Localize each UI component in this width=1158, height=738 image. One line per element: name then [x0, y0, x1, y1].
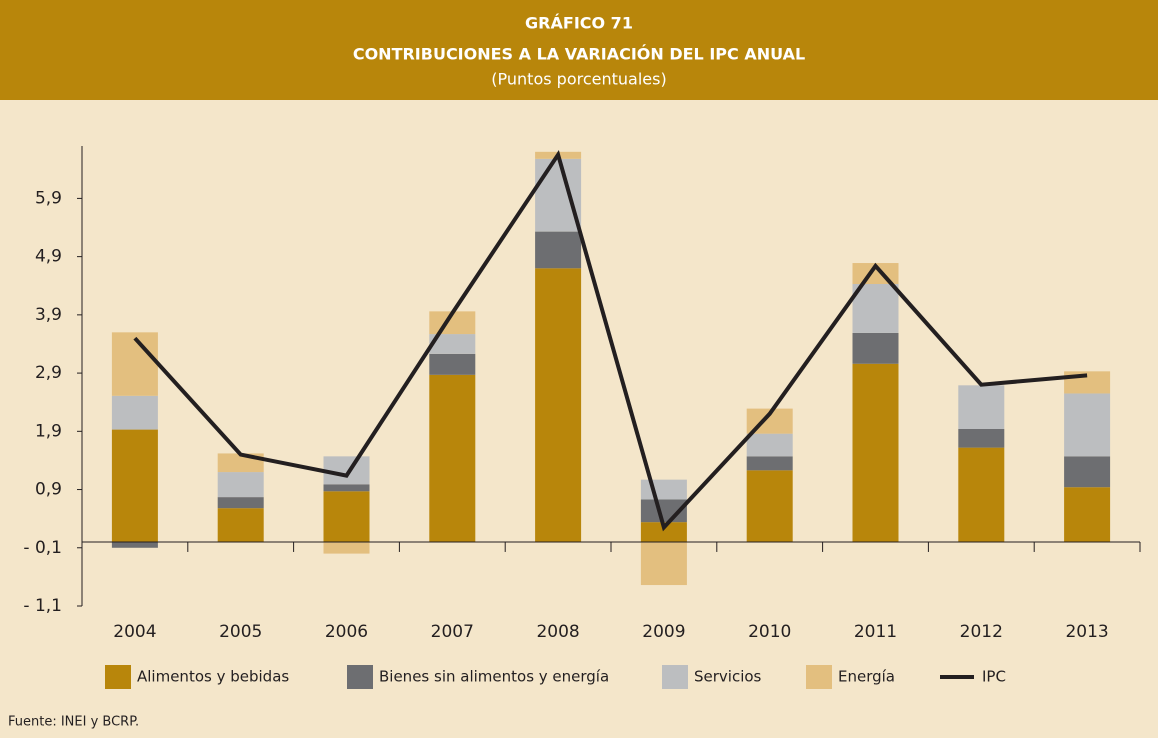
y-tick-label: 2,9 [35, 363, 62, 383]
bar-segment [640, 541, 687, 586]
bar-segment [1064, 456, 1111, 488]
x-tick-label: 2009 [642, 622, 685, 642]
x-tick-label: 2013 [1065, 622, 1108, 642]
bar-segment [746, 470, 793, 542]
bar-segment [746, 433, 793, 457]
bar-segment [111, 429, 158, 542]
bar-segment [429, 334, 476, 354]
bar-segment [323, 456, 370, 485]
source-note: Fuente: INEI y BCRP. [8, 715, 139, 730]
bar-segment [746, 456, 793, 471]
y-tick-label: 5,9 [35, 188, 62, 208]
bar-segment [535, 231, 582, 269]
bar-segment [1064, 393, 1111, 457]
bar-segment [323, 541, 370, 554]
bar-segment [111, 541, 158, 548]
legend-swatch [347, 665, 373, 689]
header-band [0, 0, 1158, 100]
bar-segment [852, 284, 899, 333]
chart-subtitle: CONTRIBUCIONES A LA VARIACIÓN DEL IPC AN… [353, 45, 805, 64]
x-tick-label: 2007 [431, 622, 474, 642]
bar-segment [1064, 371, 1111, 394]
bar-segment [323, 484, 370, 492]
bar-segment [535, 158, 582, 232]
x-tick-label: 2005 [219, 622, 262, 642]
legend-label: Alimentos y bebidas [137, 668, 289, 686]
bar-segment [535, 268, 582, 542]
bar-segment [217, 472, 264, 498]
bar-segment [217, 497, 264, 509]
legend-label: IPC [982, 668, 1006, 686]
bar-segment [852, 363, 899, 542]
chart-title: GRÁFICO 71 [525, 14, 633, 33]
bar-segment [111, 332, 158, 396]
y-tick-label: 1,9 [35, 421, 62, 441]
bar-segment [217, 508, 264, 542]
bar-segment [429, 353, 476, 375]
legend-label: Energía [838, 668, 895, 686]
y-tick-label: 4,9 [35, 247, 62, 267]
bar-segment [958, 385, 1005, 429]
legend-label: Bienes sin alimentos y energía [379, 668, 609, 686]
y-tick-label: 0,9 [35, 480, 62, 500]
bar-segment [429, 374, 476, 542]
legend-swatch [105, 665, 131, 689]
bar-segment [111, 395, 158, 430]
x-tick-label: 2006 [325, 622, 368, 642]
bar-segment [1064, 487, 1111, 542]
bar-segment [852, 332, 899, 364]
x-tick-label: 2004 [113, 622, 156, 642]
x-tick-label: 2010 [748, 622, 791, 642]
legend-label: Servicios [694, 668, 762, 686]
x-tick-label: 2011 [854, 622, 897, 642]
y-tick-label: - 0,1 [23, 538, 62, 558]
unit-label: (Puntos porcentuales) [491, 70, 666, 89]
bar-segment [323, 491, 370, 542]
bar-segment [640, 479, 687, 500]
bar-segment [958, 447, 1005, 542]
ipc-line [133, 149, 1088, 532]
bar-segment [640, 522, 687, 542]
y-tick-label: 3,9 [35, 305, 62, 325]
legend-swatch [662, 665, 688, 689]
x-tick-label: 2012 [960, 622, 1003, 642]
y-tick-label: - 1,1 [23, 596, 62, 616]
bar-segment [958, 428, 1005, 448]
legend-swatch [806, 665, 832, 689]
x-tick-label: 2008 [536, 622, 579, 642]
